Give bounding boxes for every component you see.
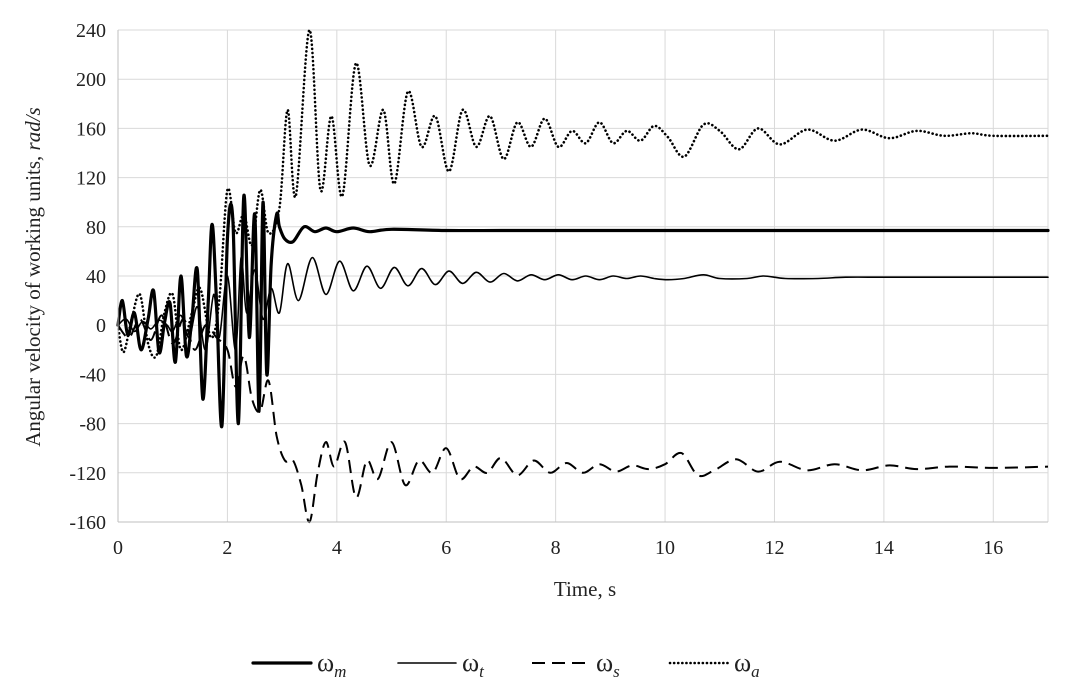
legend-symbol: ω xyxy=(462,648,479,677)
series-layer xyxy=(116,28,1050,524)
x-tick-label: 8 xyxy=(551,537,561,559)
legend-subscript: m xyxy=(334,662,346,681)
y-axis-title-unit: rad/s xyxy=(21,107,45,150)
y-axis-title-main: Angular velocity of working units, xyxy=(21,150,45,446)
x-tick-label: 2 xyxy=(222,537,232,559)
y-tick-label: 0 xyxy=(96,315,106,337)
series-line-omega-m xyxy=(116,193,1050,429)
x-tick-label: 4 xyxy=(332,537,342,559)
y-tick-label: 160 xyxy=(76,118,106,140)
y-axis-title: Angular velocity of working units, rad/s xyxy=(21,107,45,446)
legend-label-omega-s: ωs xyxy=(596,648,620,681)
legend-label-omega-m: ωm xyxy=(317,648,346,681)
x-axis-title: Time, s xyxy=(554,577,616,601)
y-tick-label: 200 xyxy=(76,69,106,91)
legend-symbol: ω xyxy=(317,648,334,677)
x-tick-label: 10 xyxy=(655,537,675,559)
y-tick-label: -40 xyxy=(79,364,106,386)
x-tick-label: 0 xyxy=(113,537,123,559)
legend-symbol: ω xyxy=(596,648,613,677)
x-tick-label: 14 xyxy=(874,537,894,559)
y-tick-label: 80 xyxy=(86,217,106,239)
tick-labels: -160 -120 -80 -40 0 40 80 120 160 200 240 0 2 4 6 8 10 12… xyxy=(69,20,1003,559)
legend-label-omega-t: ωt xyxy=(462,648,485,681)
y-tick-label: 120 xyxy=(76,168,106,190)
y-tick-label: 40 xyxy=(86,266,106,288)
legend-subscript: t xyxy=(479,662,485,681)
x-tick-label: 16 xyxy=(983,537,1003,559)
y-tick-label: -160 xyxy=(69,512,106,534)
axes xyxy=(117,30,1048,523)
y-tick-label: -80 xyxy=(79,414,106,436)
y-tick-label: -120 xyxy=(69,463,106,485)
legend-subscript: a xyxy=(751,662,760,681)
legend-subscript: s xyxy=(613,662,620,681)
legend: ωm ωt ωs ωa xyxy=(251,648,760,681)
y-tick-label: 240 xyxy=(76,20,106,42)
series-line-omega-a xyxy=(116,28,1050,359)
series-line-omega-s xyxy=(117,314,1049,524)
legend-symbol: ω xyxy=(734,648,751,677)
x-tick-label: 12 xyxy=(764,537,784,559)
x-tick-label: 6 xyxy=(441,537,451,559)
legend-label-omega-a: ωa xyxy=(734,648,760,681)
